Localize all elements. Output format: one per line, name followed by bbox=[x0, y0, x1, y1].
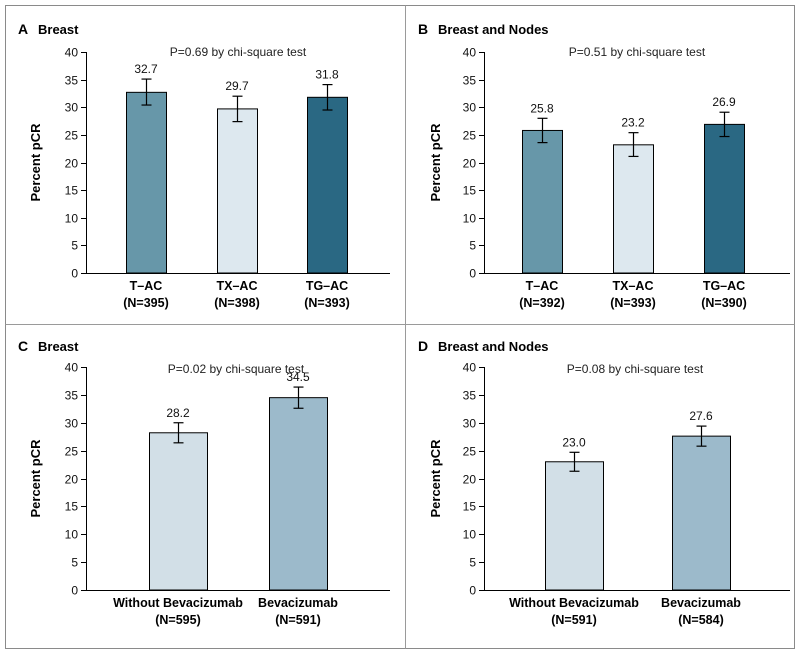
p-value-label: P=0.69 by chi-square test bbox=[170, 45, 307, 59]
bar bbox=[126, 91, 167, 274]
y-tick-label: 20 bbox=[463, 473, 477, 487]
bar bbox=[307, 96, 348, 274]
p-value-label: P=0.02 by chi-square test bbox=[168, 362, 305, 376]
y-tick-label: 15 bbox=[463, 184, 477, 198]
panel-title: Breast bbox=[38, 22, 79, 37]
panel-c: C Breast P=0.02 by chi-square test Percent … bbox=[18, 338, 390, 627]
y-tick-label: 5 bbox=[469, 556, 476, 570]
y-tick-label: 40 bbox=[463, 361, 477, 375]
y-tick-label: 0 bbox=[71, 267, 78, 281]
panel-a: A Breast P=0.69 by chi-square test Percent … bbox=[18, 21, 390, 310]
data-label: 23.2 bbox=[621, 116, 645, 130]
y-tick-label: 10 bbox=[65, 528, 79, 542]
y-tick-label: 10 bbox=[463, 212, 477, 226]
panel-letter: D bbox=[418, 338, 428, 354]
y-tick-label: 35 bbox=[65, 389, 79, 403]
x-category-n-label: (N=584) bbox=[678, 613, 724, 627]
y-axis-label: Percent pCR bbox=[28, 123, 43, 202]
x-category-label: Bevacizumab bbox=[661, 596, 741, 610]
x-category-n-label: (N=591) bbox=[275, 613, 321, 627]
y-tick-label: 10 bbox=[463, 528, 477, 542]
y-tick-label: 40 bbox=[463, 46, 477, 60]
x-category-label: T–AC bbox=[130, 279, 163, 293]
p-value-label: P=0.08 by chi-square test bbox=[567, 362, 704, 376]
panel-letter: A bbox=[18, 21, 28, 37]
x-category-label: Without Bevacizumab bbox=[509, 596, 639, 610]
y-tick-label: 20 bbox=[65, 157, 79, 171]
bar bbox=[149, 432, 208, 591]
y-tick-label: 35 bbox=[65, 74, 79, 88]
x-category-n-label: (N=392) bbox=[519, 296, 565, 310]
bar bbox=[545, 461, 604, 591]
data-label: 29.7 bbox=[225, 79, 249, 93]
data-label: 27.6 bbox=[689, 409, 713, 423]
y-tick-label: 35 bbox=[463, 74, 477, 88]
y-tick-label: 15 bbox=[65, 500, 79, 514]
data-label: 23.0 bbox=[562, 435, 586, 449]
panel-title: Breast and Nodes bbox=[438, 22, 549, 37]
data-label: 31.8 bbox=[315, 68, 339, 82]
panel-letter: B bbox=[418, 21, 428, 37]
x-category-label: TG–AC bbox=[703, 279, 745, 293]
x-category-label: TG–AC bbox=[306, 279, 348, 293]
y-tick-label: 15 bbox=[463, 500, 477, 514]
y-tick-label: 5 bbox=[71, 239, 78, 253]
figure-frame bbox=[5, 5, 795, 649]
y-tick-label: 30 bbox=[65, 417, 79, 431]
y-tick-label: 25 bbox=[65, 129, 79, 143]
data-label: 26.9 bbox=[712, 95, 736, 109]
x-category-n-label: (N=393) bbox=[610, 296, 656, 310]
x-category-label: T–AC bbox=[526, 279, 559, 293]
x-category-label: Bevacizumab bbox=[258, 596, 338, 610]
y-tick-label: 30 bbox=[65, 101, 79, 115]
y-tick-label: 20 bbox=[463, 157, 477, 171]
y-tick-label: 5 bbox=[469, 239, 476, 253]
x-category-n-label: (N=393) bbox=[304, 296, 350, 310]
p-value-label: P=0.51 by chi-square test bbox=[569, 45, 706, 59]
bar bbox=[672, 435, 731, 591]
x-category-label: Without Bevacizumab bbox=[113, 596, 243, 610]
y-tick-label: 25 bbox=[463, 445, 477, 459]
y-tick-label: 40 bbox=[65, 361, 79, 375]
y-axis-label: Percent pCR bbox=[28, 439, 43, 518]
data-label: 28.2 bbox=[166, 406, 190, 420]
x-category-label: TX–AC bbox=[217, 279, 258, 293]
y-tick-label: 0 bbox=[469, 267, 476, 281]
y-tick-label: 10 bbox=[65, 212, 79, 226]
y-tick-label: 15 bbox=[65, 184, 79, 198]
panel-d: D Breast and Nodes P=0.08 by chi-square te… bbox=[418, 338, 790, 627]
y-tick-label: 0 bbox=[469, 584, 476, 598]
y-tick-label: 20 bbox=[65, 473, 79, 487]
data-label: 32.7 bbox=[134, 62, 158, 76]
x-category-n-label: (N=595) bbox=[155, 613, 201, 627]
x-category-label: TX–AC bbox=[613, 279, 654, 293]
data-label: 25.8 bbox=[530, 101, 554, 115]
y-tick-label: 35 bbox=[463, 389, 477, 403]
y-tick-label: 30 bbox=[463, 101, 477, 115]
y-axis-label: Percent pCR bbox=[428, 439, 443, 518]
panel-letter: C bbox=[18, 338, 28, 354]
bar bbox=[613, 144, 654, 274]
data-label: 34.5 bbox=[286, 370, 310, 384]
y-tick-label: 25 bbox=[463, 129, 477, 143]
panel-b: B Breast and Nodes P=0.51 by chi-square te… bbox=[418, 21, 790, 310]
bar bbox=[217, 108, 258, 274]
x-category-n-label: (N=591) bbox=[551, 613, 597, 627]
bar bbox=[269, 397, 328, 591]
x-category-n-label: (N=398) bbox=[214, 296, 260, 310]
x-category-n-label: (N=395) bbox=[123, 296, 169, 310]
y-tick-label: 5 bbox=[71, 556, 78, 570]
panel-title: Breast and Nodes bbox=[438, 339, 549, 354]
bar bbox=[704, 123, 745, 274]
y-tick-label: 0 bbox=[71, 584, 78, 598]
y-axis-label: Percent pCR bbox=[428, 123, 443, 202]
panel-title: Breast bbox=[38, 339, 79, 354]
bar bbox=[522, 129, 563, 274]
y-tick-label: 40 bbox=[65, 46, 79, 60]
y-tick-label: 30 bbox=[463, 417, 477, 431]
y-tick-label: 25 bbox=[65, 445, 79, 459]
x-category-n-label: (N=390) bbox=[701, 296, 747, 310]
